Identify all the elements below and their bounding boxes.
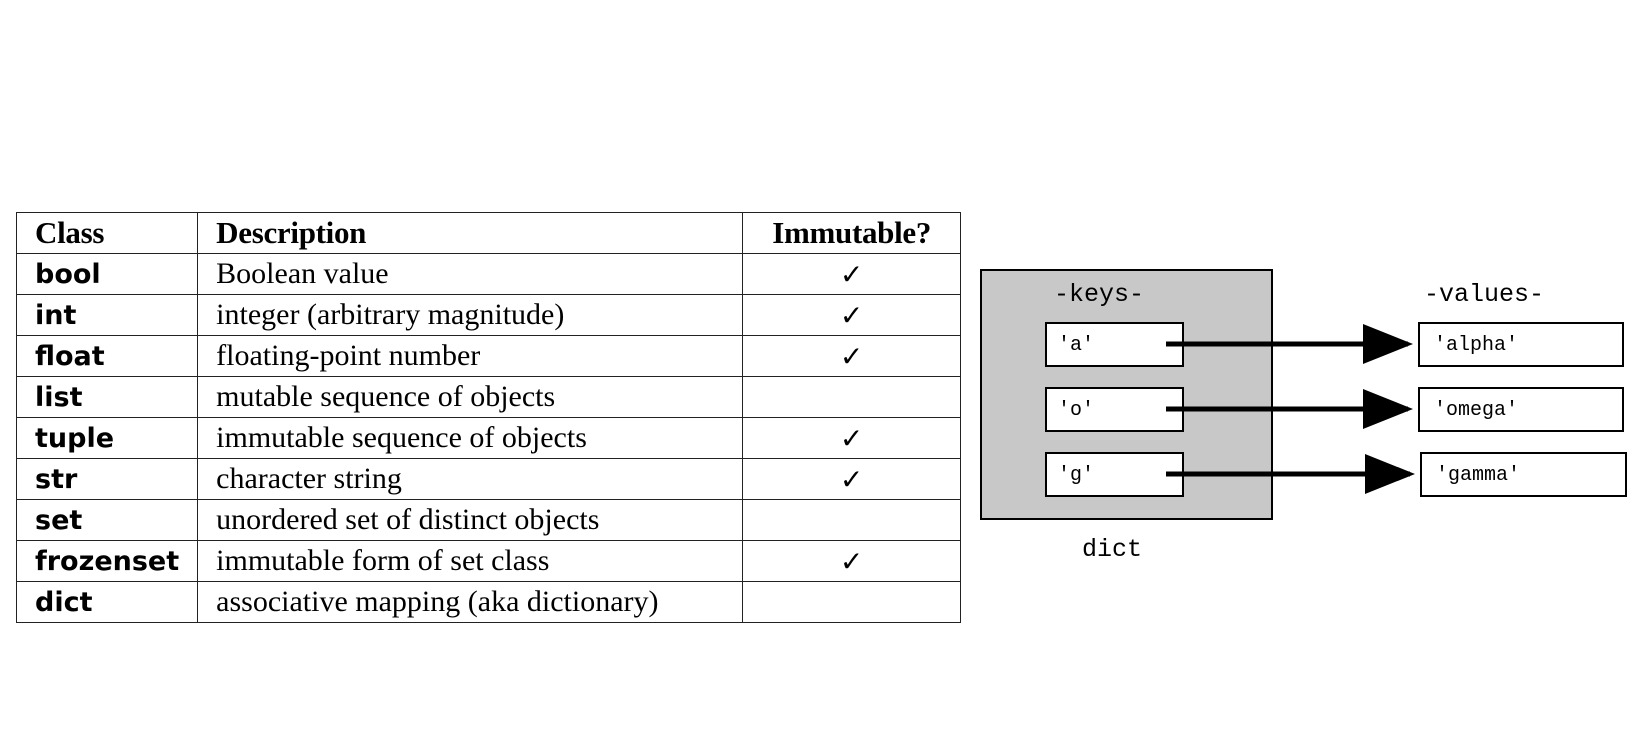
immutable-check-icon: ✓	[742, 458, 962, 500]
keys-label: -keys-	[1054, 280, 1144, 309]
immutable-check-icon: ✓	[742, 335, 962, 377]
description-cell: floating-point number	[197, 335, 744, 377]
table-header-row: Class Description Immutable?	[15, 212, 962, 254]
immutable-cell-empty	[742, 376, 962, 418]
description-cell: associative mapping (aka dictionary)	[197, 581, 744, 623]
description-cell: immutable form of set class	[197, 540, 744, 582]
table-row: str character string ✓	[15, 458, 962, 500]
class-name-cell: dict	[15, 581, 199, 623]
description-cell: integer (arbitrary magnitude)	[197, 294, 744, 336]
values-label: -values-	[1424, 280, 1544, 309]
value-text: 'alpha'	[1434, 334, 1518, 357]
value-box	[1418, 387, 1624, 432]
key-box	[1045, 452, 1184, 497]
class-name-cell: list	[15, 376, 199, 418]
header-class: Class	[15, 212, 199, 254]
value-text: 'omega'	[1434, 399, 1518, 422]
immutable-check-icon: ✓	[742, 294, 962, 336]
key-text: 'o'	[1058, 399, 1094, 422]
class-name-cell: str	[15, 458, 199, 500]
immutable-check-icon: ✓	[742, 540, 962, 582]
value-text: 'gamma'	[1436, 464, 1520, 487]
header-immutable: Immutable?	[742, 212, 962, 254]
table-row: set unordered set of distinct objects	[15, 499, 962, 541]
table-row: frozenset immutable form of set class ✓	[15, 540, 962, 582]
table-row: int integer (arbitrary magnitude) ✓	[15, 294, 962, 336]
description-cell: mutable sequence of objects	[197, 376, 744, 418]
builtin-classes-table: Class Description Immutable? bool Boolea…	[15, 212, 962, 623]
description-cell: character string	[197, 458, 744, 500]
value-box	[1418, 322, 1624, 367]
immutable-cell-empty	[742, 581, 962, 623]
immutable-check-icon: ✓	[742, 253, 962, 295]
class-name-cell: frozenset	[15, 540, 199, 582]
class-name-cell: int	[15, 294, 199, 336]
table-row: list mutable sequence of objects	[15, 376, 962, 418]
dict-label: dict	[1082, 535, 1142, 564]
header-description: Description	[197, 212, 744, 254]
table-row: dict associative mapping (aka dictionary…	[15, 581, 962, 623]
key-box	[1045, 322, 1184, 367]
table-row: float floating-point number ✓	[15, 335, 962, 377]
description-cell: immutable sequence of objects	[197, 417, 744, 459]
value-box	[1420, 452, 1627, 497]
table-row: tuple immutable sequence of objects ✓	[15, 417, 962, 459]
immutable-check-icon: ✓	[742, 417, 962, 459]
key-text: 'a'	[1058, 334, 1094, 357]
class-name-cell: tuple	[15, 417, 199, 459]
class-name-cell: set	[15, 499, 199, 541]
key-text: 'g'	[1058, 464, 1094, 487]
